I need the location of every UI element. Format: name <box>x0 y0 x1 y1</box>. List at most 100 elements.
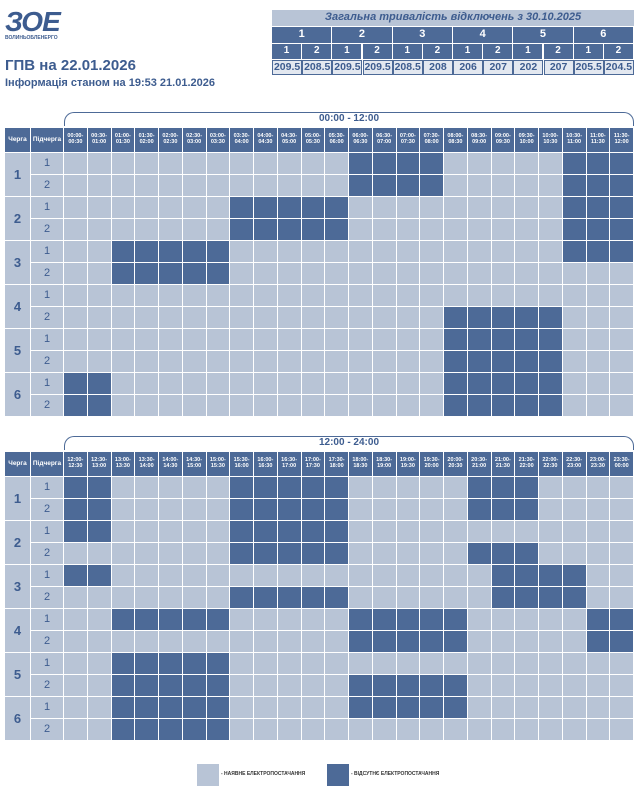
schedule-cell <box>182 285 206 306</box>
subqueue-header: Підчерга <box>31 452 63 476</box>
schedule-cell <box>586 175 610 196</box>
schedule-cell <box>515 395 538 416</box>
schedule-cell <box>87 395 111 416</box>
schedule-cell <box>444 219 467 240</box>
slot-label: 11:00- <box>590 133 606 140</box>
schedule-cell <box>135 395 158 416</box>
schedule-cell <box>467 719 491 740</box>
schedule-cell <box>420 263 443 284</box>
schedule-cell <box>325 697 348 718</box>
schedule-cell <box>539 197 562 218</box>
slot-header: 20:00- 20:30 <box>444 452 467 476</box>
slot-label: 07:30 <box>400 139 415 145</box>
schedule-cell <box>277 587 301 608</box>
schedule-cell <box>562 543 586 564</box>
schedule-cell <box>349 697 372 718</box>
subqueue-label: 2 <box>31 499 63 520</box>
slot-label: 08:30 <box>448 139 463 145</box>
slot-label: 08:00 <box>424 139 439 145</box>
schedule-cell <box>87 631 111 652</box>
schedule-cell <box>396 499 420 520</box>
schedule-cell <box>111 719 135 740</box>
schedule-cell <box>586 241 610 262</box>
schedule-cell <box>206 609 230 630</box>
schedule-cell <box>64 351 87 372</box>
schedule-cell <box>277 285 301 306</box>
schedule-cell <box>586 307 610 328</box>
schedule-cell <box>539 521 562 542</box>
schedule-cell <box>444 307 467 328</box>
slot-label: 22:00 <box>519 463 534 469</box>
slot-header: 14:00- 14:30 <box>159 452 182 476</box>
schedule-cell <box>610 499 633 520</box>
schedule-cell <box>64 175 87 196</box>
schedule-cell <box>562 719 586 740</box>
schedule-cell <box>277 153 301 174</box>
slot-label: 19:30 <box>400 463 415 469</box>
schedule-cell <box>396 587 420 608</box>
schedule-cell <box>515 477 538 498</box>
schedule-cell <box>372 587 396 608</box>
slot-label: 09:30 <box>495 139 510 145</box>
schedule-cell <box>562 307 586 328</box>
summary-group: 2 <box>332 27 393 43</box>
slot-label: 03:00 <box>187 139 202 145</box>
schedule-cell <box>301 197 325 218</box>
schedule-cell <box>444 609 467 630</box>
schedule-cell <box>182 373 206 394</box>
slot-header: 02:30- 03:00 <box>182 128 206 152</box>
schedule-cell <box>135 307 158 328</box>
slot-header: 00:00- 00:30 <box>64 128 87 152</box>
schedule-cell <box>539 543 562 564</box>
summary-subgroup: 1 <box>513 44 544 59</box>
schedule-cell <box>64 263 87 284</box>
schedule-cell <box>87 499 111 520</box>
slot-label: 06:00- <box>352 133 369 140</box>
schedule-cell <box>135 153 158 174</box>
schedule-cell <box>372 697 396 718</box>
schedule-cell <box>277 675 301 696</box>
summary-group: 6 <box>573 27 634 43</box>
schedule-cell <box>87 175 111 196</box>
schedule-cell <box>206 631 230 652</box>
schedule-cell <box>372 543 396 564</box>
schedule-cell <box>64 329 87 350</box>
schedule-cell <box>277 219 301 240</box>
schedule-cell <box>325 373 348 394</box>
schedule-cell <box>562 653 586 674</box>
schedule-cell <box>444 499 467 520</box>
legend-label: - НАЯВНЕ ЕЛЕКТРОПОСТАЧАННЯ <box>221 771 306 778</box>
schedule-cell <box>467 329 491 350</box>
slot-label: 10:00 <box>519 139 534 145</box>
schedule-cell <box>111 263 135 284</box>
schedule-cell <box>467 395 491 416</box>
schedule-cell <box>254 653 277 674</box>
schedule-cell <box>349 351 372 372</box>
schedule-cell <box>444 675 467 696</box>
subqueue-label: 1 <box>31 565 63 586</box>
slot-label: 21:00 <box>472 463 487 469</box>
schedule-cell <box>491 395 515 416</box>
schedule-cell <box>230 631 253 652</box>
schedule-cell <box>372 329 396 350</box>
slot-header: 15:00- 15:30 <box>206 452 230 476</box>
schedule-cell <box>444 285 467 306</box>
schedule-cell <box>420 197 443 218</box>
schedule-cell <box>64 675 87 696</box>
schedule-cell <box>396 263 420 284</box>
schedule-cell <box>444 263 467 284</box>
schedule-cell <box>64 153 87 174</box>
subqueue-label: 1 <box>31 197 63 218</box>
schedule-cell <box>515 565 538 586</box>
schedule-cell <box>586 329 610 350</box>
schedule-cell <box>135 653 158 674</box>
schedule-cell <box>349 373 372 394</box>
schedule-cell <box>277 351 301 372</box>
schedule-cell <box>206 675 230 696</box>
schedule-cell <box>230 499 253 520</box>
schedule-cell <box>230 565 253 586</box>
schedule-cell <box>349 587 372 608</box>
schedule-cell <box>64 521 87 542</box>
schedule-cell <box>420 351 443 372</box>
